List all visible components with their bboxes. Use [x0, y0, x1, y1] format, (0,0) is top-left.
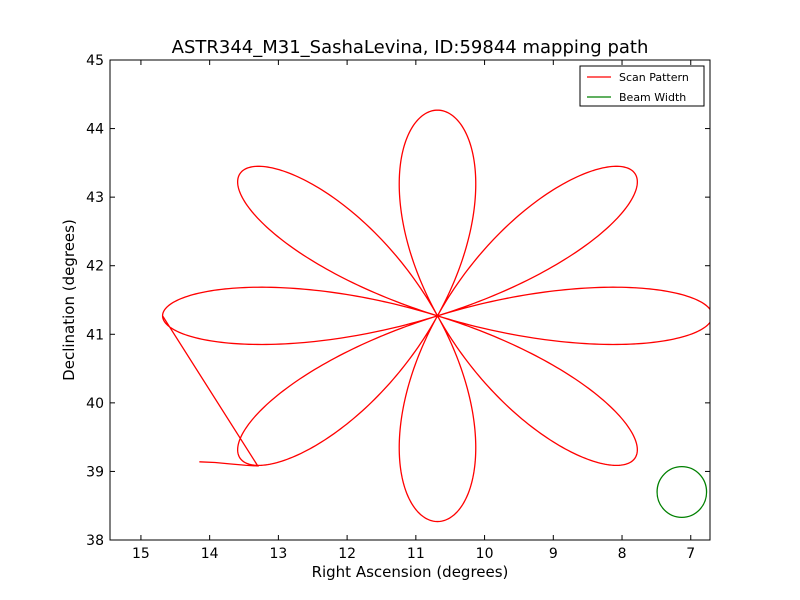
- axes-frame: [109, 59, 711, 541]
- y-tick-label: 41: [86, 327, 104, 343]
- y-tick-label: 40: [86, 396, 104, 412]
- x-tick-label: 13: [269, 546, 287, 562]
- y-tick-label: 45: [86, 53, 104, 69]
- x-tick-label: 12: [338, 546, 356, 562]
- legend: Scan Pattern Beam Width: [579, 65, 705, 107]
- beam-width-circle: [656, 465, 708, 519]
- x-tick-label: 14: [201, 546, 219, 562]
- y-tick-label: 39: [86, 464, 104, 480]
- x-tick-label: 8: [618, 546, 627, 562]
- scan-pattern-line: [161, 109, 710, 523]
- axes: 15 14 13 12 11 10 9 8 7 38 39 40 41 42 43 44 45: [86, 53, 711, 562]
- legend-box: [579, 65, 705, 107]
- x-tick-label: 11: [407, 546, 425, 562]
- y-tick-label: 44: [86, 122, 104, 138]
- plot-area: [161, 109, 710, 523]
- plot-series-group: [161, 109, 710, 523]
- y-tick-label: 42: [86, 259, 104, 275]
- legend-label: Beam Width: [619, 91, 686, 104]
- chart-title: ASTR344_M31_SashaLevina, ID:59844 mappin…: [172, 37, 649, 58]
- x-tick-label: 10: [476, 546, 494, 562]
- y-tick-label: 38: [86, 533, 104, 549]
- y-tick-label: 43: [86, 190, 104, 206]
- y-axis-title: Declination (degrees): [60, 219, 78, 381]
- x-tick-label: 9: [549, 546, 558, 562]
- x-tick-label: 15: [132, 546, 150, 562]
- legend-label: Scan Pattern: [619, 71, 689, 84]
- x-tick-label: 7: [686, 546, 695, 562]
- x-axis-title: Right Ascension (degrees): [312, 563, 509, 581]
